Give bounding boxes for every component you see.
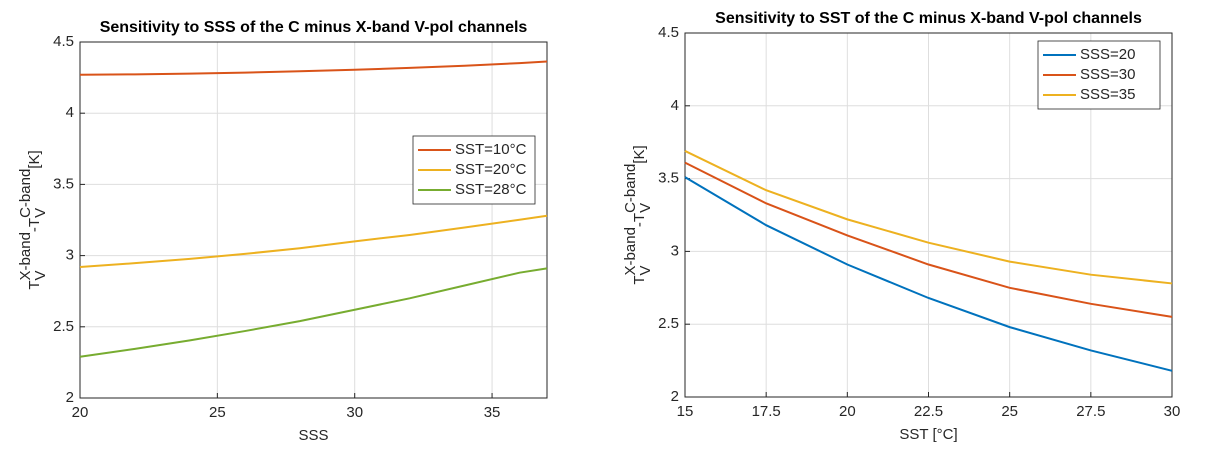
y-label-sup: X-band xyxy=(17,232,34,280)
y-label-base: [K] xyxy=(631,145,648,163)
x-tick-label: 20 xyxy=(839,403,856,420)
y-label-sub: V xyxy=(637,265,654,275)
axes-box xyxy=(684,32,1173,398)
y-label-sub: V xyxy=(637,203,654,213)
line-series xyxy=(79,60,548,76)
y-label-base: T xyxy=(631,275,648,284)
y-tick-label: 3.5 xyxy=(658,170,679,187)
y-label-base: [K] xyxy=(26,150,43,168)
legend-label: SST=20°C xyxy=(455,161,527,178)
line-series xyxy=(684,150,1173,285)
axes-box xyxy=(79,41,548,399)
chart-title: Sensitivity to SSS of the C minus X-band… xyxy=(100,19,528,36)
legend-label: SSS=30 xyxy=(1080,66,1135,83)
chart: 15 17.5 20 22.5 25 27.5 3022.533.544.5Sensitiv… xyxy=(622,10,1180,443)
y-tick-label: 3 xyxy=(66,247,74,264)
x-tick-label: 30 xyxy=(346,404,363,421)
y-label-sub: V xyxy=(32,270,49,280)
line-series xyxy=(79,267,548,358)
y-tick-label: 4.5 xyxy=(658,24,679,41)
legend: SST=10°C SST=20°C SST=28°C xyxy=(412,135,536,205)
legend-label: SSS=35 xyxy=(1080,86,1135,103)
line-series xyxy=(79,214,548,268)
y-label-sub: V xyxy=(32,208,49,218)
x-tick-label: 25 xyxy=(209,404,226,421)
y-tick-label: 2 xyxy=(671,388,679,405)
x-tick-label: 25 xyxy=(1001,403,1018,420)
y-tick-label: 3 xyxy=(671,242,679,259)
y-axis-label: TVX-band-TVC-band [K] xyxy=(17,150,49,289)
x-tick-label: 17.5 xyxy=(752,403,781,420)
legend-label: SST=10°C xyxy=(455,141,527,158)
y-tick-label: 4.5 xyxy=(53,33,74,50)
x-tick-label: 20 xyxy=(72,404,89,421)
chart-title: Sensitivity to SST of the C minus X-band… xyxy=(715,10,1142,27)
x-tick-label: 27.5 xyxy=(1076,403,1105,420)
y-label-base: T xyxy=(26,280,43,289)
y-tick-label: 2.5 xyxy=(658,315,679,332)
x-tick-label: 35 xyxy=(484,404,501,421)
x-tick-label: 30 xyxy=(1164,403,1181,420)
y-label-sup: X-band xyxy=(622,227,639,275)
legend: SSS=20 SSS=30 SSS=35 xyxy=(1037,40,1161,110)
y-label-sup: C-band xyxy=(622,164,639,213)
y-tick-label: 3.5 xyxy=(53,175,74,192)
line-series xyxy=(684,161,1173,318)
line-series xyxy=(684,176,1173,372)
y-label-base: -T xyxy=(26,218,43,232)
legend-label: SST=28°C xyxy=(455,181,527,198)
y-label-base: -T xyxy=(631,213,648,227)
y-tick-label: 4 xyxy=(671,97,679,114)
x-axis-label: SSS xyxy=(298,427,328,444)
chart: 20 25 30 35 2 2.5 3 3.5 4 4.5 Sensitivity to SSS o… xyxy=(17,19,548,444)
y-label-sup: C-band xyxy=(17,169,34,218)
plot-area xyxy=(80,42,547,398)
y-tick-label: 2.5 xyxy=(53,318,74,335)
x-tick-label: 22.5 xyxy=(914,403,943,420)
y-tick-label: 4 xyxy=(66,104,74,121)
legend-label: SSS=20 xyxy=(1080,46,1135,63)
y-axis-label: TVX-band-TVC-band [K] xyxy=(622,145,654,284)
y-tick-label: 2 xyxy=(66,389,74,406)
x-tick-label: 15 xyxy=(677,403,694,420)
x-axis-label: SST [°C] xyxy=(899,426,957,443)
